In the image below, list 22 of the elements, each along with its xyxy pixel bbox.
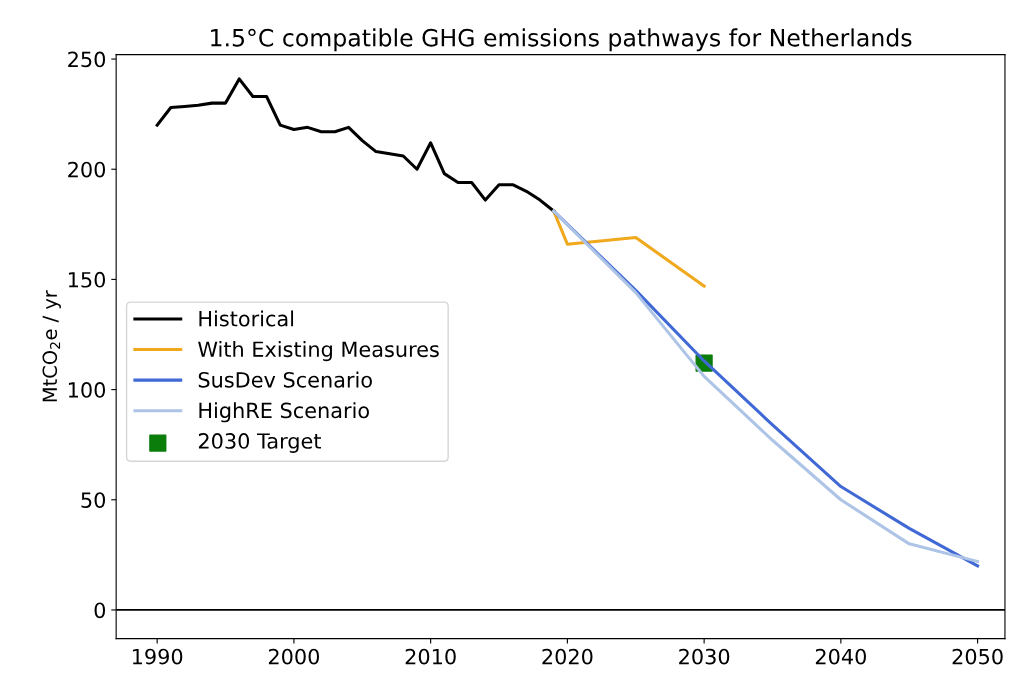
- x-tick-label: 2000: [268, 648, 320, 665]
- y-tick-label: 0: [94, 602, 106, 619]
- y-tick-label: 50: [81, 492, 106, 508]
- y-tick-label: 150: [68, 271, 106, 288]
- legend-label: SusDev Scenario: [198, 371, 372, 388]
- x-tick-label: 2040: [815, 648, 866, 665]
- legend-label: 2030 Target: [198, 433, 322, 453]
- x-tick-label: 2020: [542, 648, 593, 665]
- legend-label: Historical: [199, 310, 294, 327]
- x-tick-label: 2030: [679, 648, 730, 665]
- legend-label: With Existing Measures: [198, 341, 439, 362]
- line-series: [552, 209, 706, 288]
- y-axis-title: MtCO$_{2}$e / yr: [42, 290, 61, 402]
- x-tick-label: 2050: [952, 648, 1003, 665]
- x-tick-label: 1990: [132, 648, 183, 665]
- chart-title: 1.5°C compatible GHG emissions pathways for Netherlands: [211, 28, 912, 52]
- legend-label: HighRE Scenario: [199, 402, 369, 423]
- x-tick-label: 2010: [405, 648, 456, 665]
- y-tick-label: 200: [68, 161, 106, 178]
- line-series: [155, 77, 556, 213]
- y-tick-label: 100: [68, 382, 106, 398]
- y-tick-label: 250: [68, 51, 106, 68]
